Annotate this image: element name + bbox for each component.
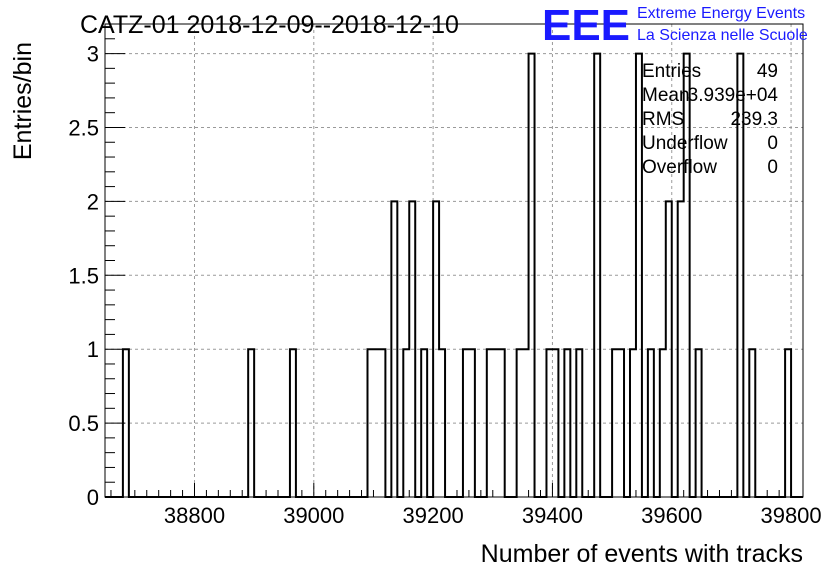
y-tick-label: 3 bbox=[87, 42, 99, 67]
stats-value: 239.3 bbox=[730, 109, 778, 130]
eee-logo-mark: EEE bbox=[542, 1, 630, 50]
stats-value: 3.939e+04 bbox=[688, 85, 779, 106]
y-tick-label: 2.5 bbox=[68, 115, 99, 140]
x-tick-label: 39000 bbox=[283, 503, 344, 528]
x-tick-label: 38800 bbox=[164, 503, 225, 528]
x-axis-label: Number of events with tracks bbox=[481, 540, 803, 568]
chart-title: CATZ-01 2018-12-09--2018-12-10 bbox=[80, 11, 459, 39]
stats-label: Entries bbox=[642, 61, 701, 82]
eee-logo-line1: Extreme Energy Events bbox=[637, 5, 805, 22]
stats-label: Overflow bbox=[642, 157, 717, 178]
stats-label: RMS bbox=[642, 109, 684, 130]
y-tick-label: 1.5 bbox=[68, 263, 99, 288]
stats-value: 0 bbox=[767, 133, 778, 154]
y-tick-label: 0 bbox=[87, 485, 99, 510]
y-tick-label: 2 bbox=[87, 189, 99, 214]
stats-label: Underflow bbox=[642, 133, 728, 154]
x-axis: 38800 39000 39200 39400 39600 39800 bbox=[110, 483, 822, 528]
stats-value: 0 bbox=[767, 157, 778, 178]
x-tick-label: 39400 bbox=[522, 503, 583, 528]
y-axis: 0 0.5 1 1.5 2 2.5 3 bbox=[68, 23, 125, 510]
x-tick-label: 39600 bbox=[641, 503, 702, 528]
eee-logo-line2: La Scienza nelle Scuole bbox=[637, 27, 808, 44]
x-tick-label: 39200 bbox=[403, 503, 464, 528]
y-tick-label: 0.5 bbox=[68, 411, 99, 436]
y-tick-label: 1 bbox=[87, 337, 99, 362]
stats-value: 49 bbox=[757, 61, 778, 82]
y-axis-label: Entries/bin bbox=[9, 42, 37, 160]
stats-label: Mean bbox=[642, 85, 690, 106]
x-tick-label: 39800 bbox=[760, 503, 821, 528]
eee-logo: EEE Extreme Energy Events La Scienza nel… bbox=[542, 1, 808, 50]
